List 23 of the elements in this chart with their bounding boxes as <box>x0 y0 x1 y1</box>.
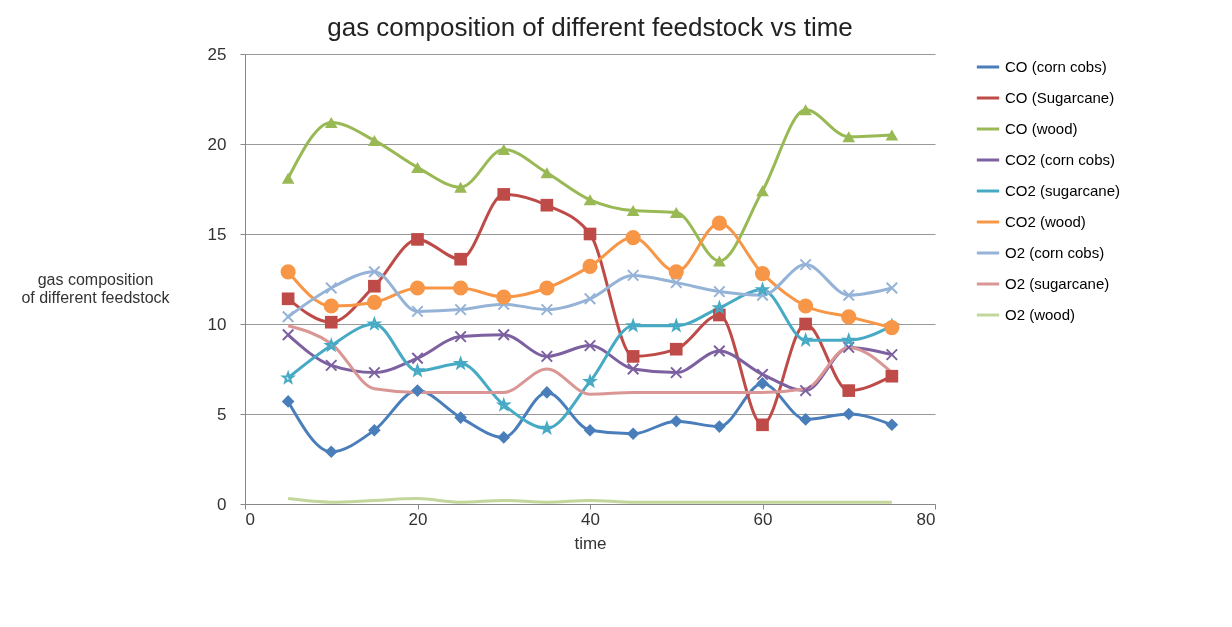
legend-label: CO2 (sugarcane) <box>1005 182 1121 199</box>
legend-label: CO (wood) <box>1005 120 1078 137</box>
y-tick-label: 10 <box>207 314 227 334</box>
legend-label: CO (Sugarcane) <box>1005 89 1115 106</box>
y-axis-title: gas composition of different feedstock <box>21 270 171 306</box>
x-tick-label: 40 <box>581 509 600 529</box>
y-tick-label: 15 <box>207 224 227 244</box>
x-tick-label: 20 <box>408 509 428 529</box>
legend-label: O2 (corn cobs) <box>1005 244 1105 261</box>
legend-label: CO2 (wood) <box>1005 213 1086 230</box>
legend-label: O2 (wood) <box>1005 306 1076 323</box>
chart-title: gas composition of different feedstock vs time <box>327 12 853 42</box>
y-tick-label: 25 <box>207 44 227 64</box>
y-tick-label: 5 <box>217 404 227 424</box>
x-tick-label: 80 <box>916 509 936 529</box>
legend-label: CO (corn cobs) <box>1005 58 1107 75</box>
legend-label: CO2 (corn cobs) <box>1005 151 1116 168</box>
y-tick-label: 20 <box>207 134 227 154</box>
y-tick-label: 0 <box>217 494 227 514</box>
x-tick-label: 0 <box>245 509 255 529</box>
x-axis-title: time <box>574 533 607 553</box>
legend-label: O2 (sugarcane) <box>1005 275 1110 292</box>
x-tick-label: 60 <box>753 509 773 529</box>
